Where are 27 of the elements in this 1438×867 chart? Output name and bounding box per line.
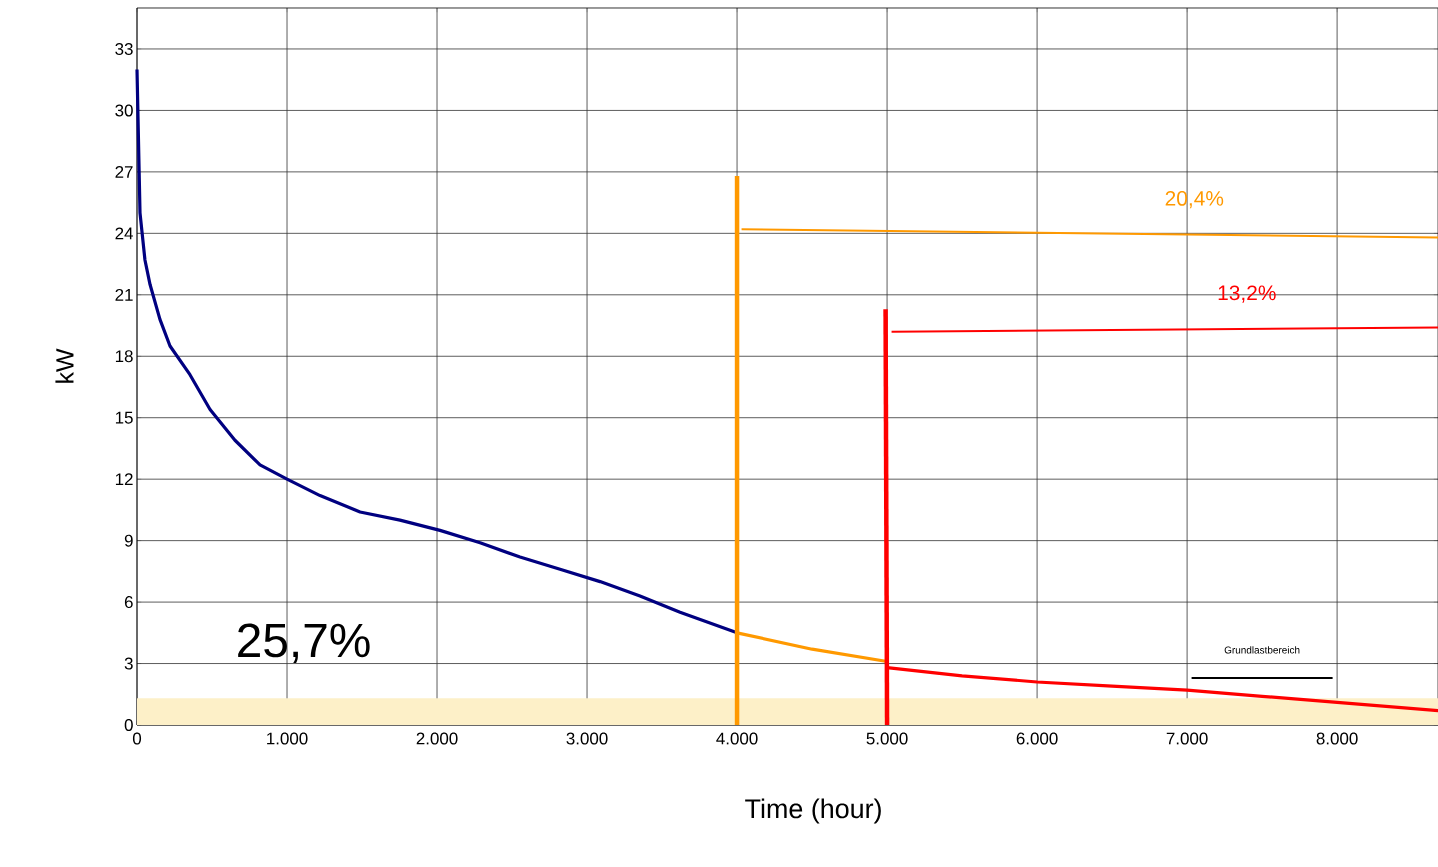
x-tick-label: 7.000 — [1166, 732, 1208, 745]
y-tick-label: 33 — [115, 42, 133, 55]
y-tick-label: 6 — [124, 596, 133, 609]
y-tick-label: 30 — [115, 104, 133, 117]
y-axis-title: kW — [55, 348, 74, 383]
series-label: 20,4% — [1165, 190, 1224, 209]
x-tick-label: 3.000 — [566, 732, 608, 745]
y-tick-label: 12 — [115, 473, 133, 486]
y-tick-label: 3 — [124, 657, 133, 670]
x-tick-label: 4.000 — [716, 732, 758, 745]
y-tick-label: 18 — [115, 350, 133, 363]
y-tick-label: 21 — [115, 288, 133, 301]
series-label: 13,2% — [1218, 285, 1276, 303]
x-tick-label: 0 — [132, 732, 142, 745]
y-tick-label: 0 — [124, 719, 133, 731]
x-axis-title: Time (hour) — [745, 798, 881, 824]
x-tick-label: 2.000 — [416, 732, 458, 745]
text: Grundlastbereich — [1224, 646, 1300, 654]
y-tick-label: 15 — [115, 411, 133, 424]
y-tick-label: 24 — [115, 227, 133, 240]
y-tick-label: 9 — [124, 534, 133, 547]
x-tick-label: 8.000 — [1316, 732, 1358, 745]
y-tick-label: 27 — [115, 165, 133, 178]
x-tick-label: 6.000 — [1016, 732, 1058, 745]
annotation: 25,7% — [238, 623, 370, 664]
x-tick-label: 1.000 — [267, 732, 308, 745]
x-tick-label: 5.000 — [866, 732, 908, 745]
